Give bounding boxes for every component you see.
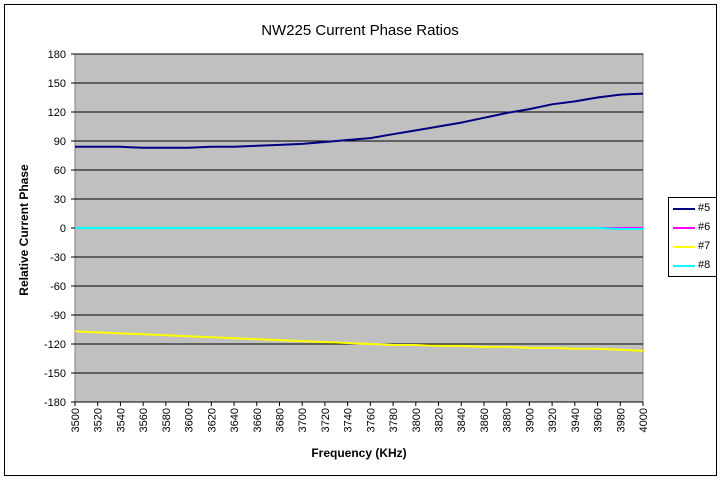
series-line-5	[75, 92, 644, 149]
legend-item-6: #6	[669, 219, 718, 237]
x-tick-label: 3700	[297, 408, 309, 432]
x-tick-label: 3500	[70, 408, 82, 432]
x-tick-label: 3540	[115, 408, 127, 432]
x-tick-label: 3880	[502, 408, 514, 432]
series-line-8	[75, 227, 643, 230]
legend-swatch	[673, 208, 695, 210]
y-tick-label: -30	[50, 252, 66, 264]
x-tick-label: 3960	[593, 408, 605, 432]
y-tick-label: -180	[44, 397, 66, 409]
y-tick-label: 90	[54, 136, 66, 148]
x-tick-label: 3640	[229, 408, 241, 432]
x-tick-label: 3900	[524, 408, 536, 432]
y-axis-ticks: 180 150 120 90 60 30 0 -30 -60 -90 -120 -150 -180	[44, 49, 75, 409]
series-line-7	[74, 330, 644, 352]
y-tick-label: 30	[54, 194, 66, 206]
x-tick-label: 3560	[138, 408, 150, 432]
x-tick-label: 3980	[615, 408, 627, 432]
x-tick-label: 3800	[411, 408, 423, 432]
legend-swatch	[673, 246, 695, 248]
x-tick-label: 3860	[479, 408, 491, 432]
x-tick-label: 3760	[365, 408, 377, 432]
x-tick-label: 3780	[388, 408, 400, 432]
legend: #5 #6 #7 #8	[668, 197, 717, 277]
y-tick-label: 120	[48, 107, 66, 119]
y-tick-label: 60	[54, 165, 66, 177]
legend-swatch	[673, 227, 695, 229]
x-tick-label: 3920	[547, 408, 559, 432]
series-lines	[74, 92, 644, 352]
y-tick-label: 0	[60, 223, 66, 235]
y-tick-label: -90	[50, 310, 66, 322]
y-axis-label: Relative Current Phase	[17, 164, 31, 296]
x-tick-label: 3680	[274, 408, 286, 432]
y-tick-label: 150	[48, 78, 66, 90]
chart-title: NW225 Current Phase Ratios	[261, 22, 459, 39]
x-tick-label: 3620	[206, 408, 218, 432]
legend-label: #6	[698, 221, 711, 233]
y-tick-label: -60	[50, 281, 66, 293]
gridlines	[75, 53, 643, 403]
x-tick-label: 3720	[320, 408, 332, 432]
legend-label: #5	[698, 202, 711, 214]
legend-item-7: #7	[669, 238, 718, 256]
y-tick-label: -120	[44, 339, 66, 351]
x-tick-label: 3740	[343, 408, 355, 432]
x-tick-label: 3820	[434, 408, 446, 432]
x-axis-ticks: 3500 3520 3540 3560 3580 3600 3620 3640 3660 3680…	[70, 401, 650, 432]
y-tick-label: -150	[44, 368, 66, 380]
legend-label: #8	[698, 259, 711, 271]
x-tick-label: 4000	[638, 408, 650, 432]
x-tick-label: 3520	[93, 408, 105, 432]
x-tick-label: 3940	[570, 408, 582, 432]
x-tick-label: 3580	[161, 408, 173, 432]
legend-swatch	[673, 265, 695, 267]
x-tick-label: 3660	[252, 408, 264, 432]
x-tick-label: 3600	[184, 408, 196, 432]
x-axis-label: Frequency (KHz)	[311, 446, 406, 460]
y-tick-label: 180	[48, 49, 66, 61]
legend-item-5: #5	[669, 200, 718, 218]
legend-label: #7	[698, 240, 711, 252]
x-tick-label: 3840	[456, 408, 468, 432]
legend-item-8: #8	[669, 257, 718, 275]
